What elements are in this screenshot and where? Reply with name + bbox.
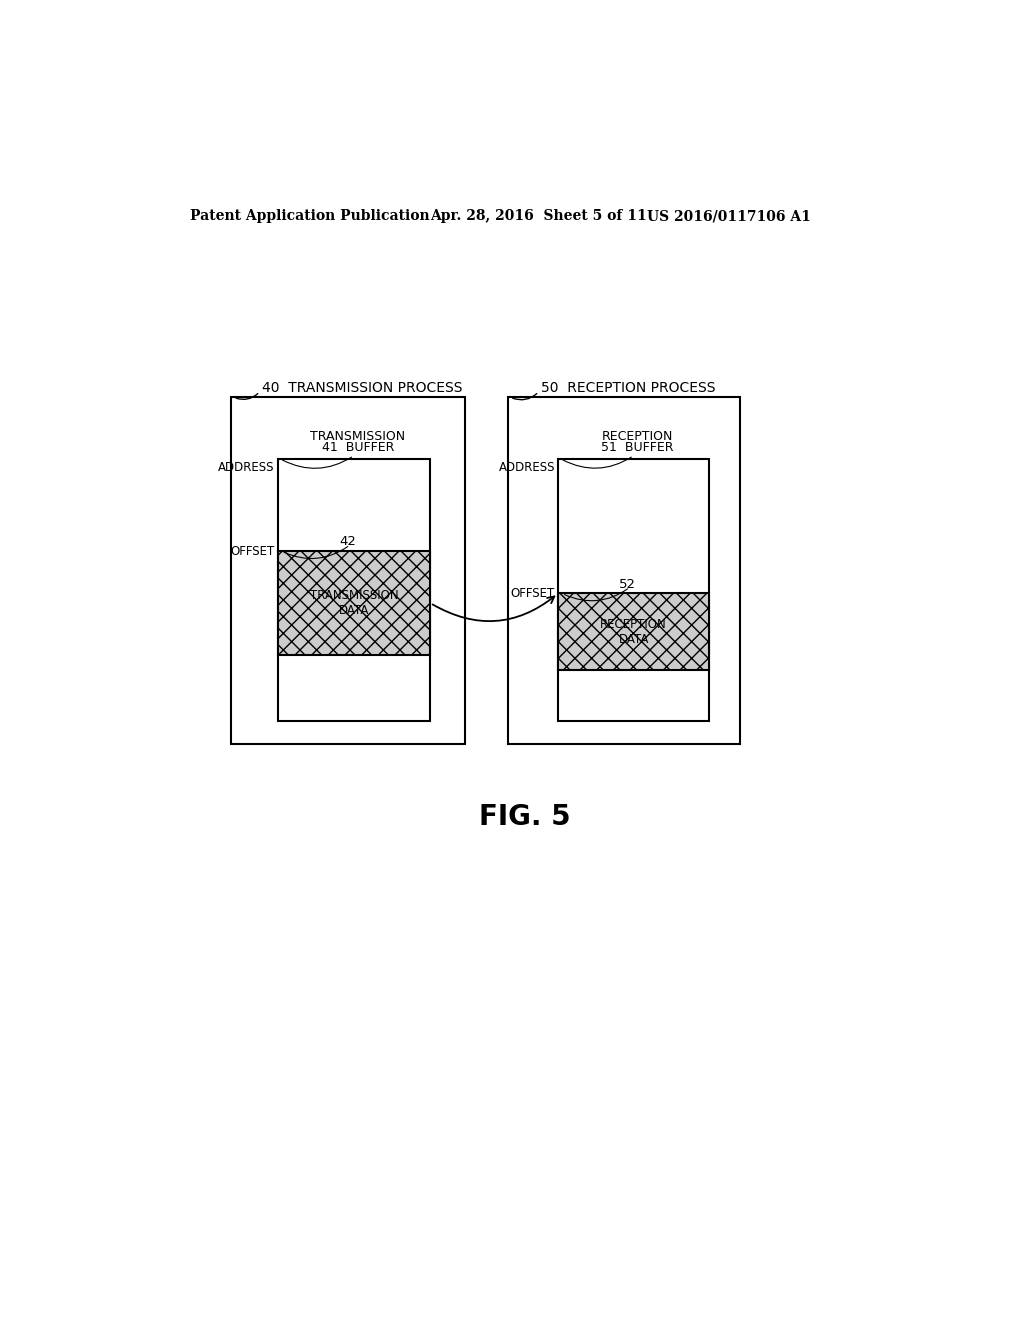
Text: 41  BUFFER: 41 BUFFER xyxy=(322,441,394,454)
Text: ADDRESS: ADDRESS xyxy=(499,461,555,474)
Bar xyxy=(558,459,710,721)
Bar xyxy=(508,397,740,743)
Text: FIG. 5: FIG. 5 xyxy=(479,803,570,830)
Text: 51  BUFFER: 51 BUFFER xyxy=(601,441,674,454)
Text: TRANSMISSION
DATA: TRANSMISSION DATA xyxy=(309,589,398,616)
Text: RECEPTION: RECEPTION xyxy=(602,430,673,444)
Text: OFFSET: OFFSET xyxy=(230,545,274,557)
Text: 52: 52 xyxy=(618,578,636,591)
Text: Patent Application Publication: Patent Application Publication xyxy=(190,209,430,223)
Text: TRANSMISSION: TRANSMISSION xyxy=(310,430,406,444)
Bar xyxy=(231,397,465,743)
Text: 42: 42 xyxy=(339,536,356,548)
Text: RECEPTION
DATA: RECEPTION DATA xyxy=(600,618,667,645)
Text: 50  RECEPTION PROCESS: 50 RECEPTION PROCESS xyxy=(541,381,716,395)
Bar xyxy=(558,594,710,671)
Bar xyxy=(278,459,430,721)
Text: ADDRESS: ADDRESS xyxy=(218,461,274,474)
Text: OFFSET: OFFSET xyxy=(511,587,555,601)
Bar xyxy=(278,552,430,655)
Text: US 2016/0117106 A1: US 2016/0117106 A1 xyxy=(647,209,811,223)
Text: 40  TRANSMISSION PROCESS: 40 TRANSMISSION PROCESS xyxy=(262,381,463,395)
Text: Apr. 28, 2016  Sheet 5 of 11: Apr. 28, 2016 Sheet 5 of 11 xyxy=(430,209,647,223)
